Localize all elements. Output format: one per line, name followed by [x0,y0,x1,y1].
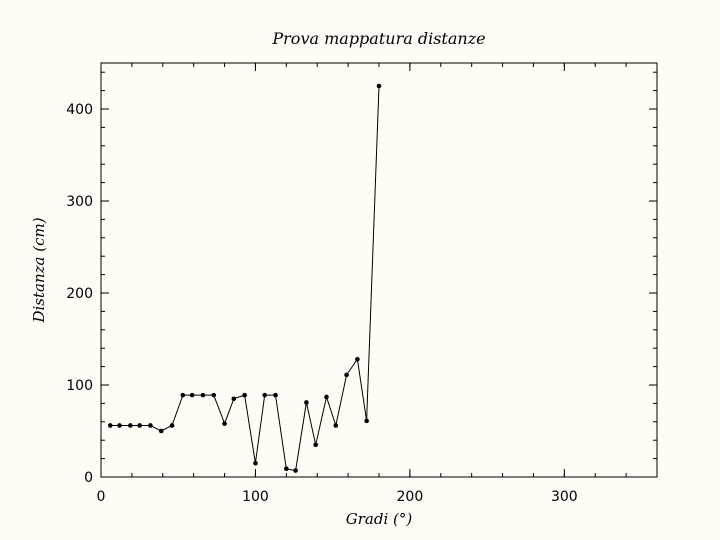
x-axis-label: Gradi (°) [346,510,413,528]
data-point [189,392,195,398]
data-point [304,400,309,405]
data-point [273,392,278,398]
data-point [200,392,206,398]
data-point [148,423,153,428]
data-point [324,394,329,400]
data-point [211,392,217,398]
data-point [128,423,133,428]
data-points [107,83,382,473]
data-point [284,466,289,472]
tick-labels: 0 100 200 300 0 100 200 300 400 [66,102,577,505]
y-tick-label: 0 [84,470,93,486]
data-point [222,421,227,426]
data-point [137,423,142,428]
x-tick-label: 100 [242,489,269,505]
data-point [364,418,369,424]
data-point [313,442,318,448]
data-point [231,396,237,402]
data-point [376,83,382,89]
chart-title: Prova mappatura distanze [271,29,485,48]
data-point [169,423,175,428]
data-point [117,423,122,428]
data-point [180,392,186,398]
y-tick-label: 100 [66,378,93,394]
x-tick-label: 0 [97,489,106,505]
data-point [344,372,349,378]
data-point [253,460,258,466]
y-tick-label: 200 [66,286,93,302]
data-point [262,392,268,398]
data-point [158,428,164,434]
series-line [110,85,380,472]
data-point [355,356,360,362]
x-tick-label: 300 [551,489,578,505]
data-point [242,392,247,398]
plot-area [100,62,658,478]
data-point [107,423,113,428]
data-point [333,423,339,428]
y-tick-label: 300 [66,194,93,210]
x-tick-label: 200 [397,489,424,505]
y-axis-label: Distanza (cm) [30,217,48,323]
data-point [293,468,298,473]
y-tick-label: 400 [66,102,93,118]
axis-ticks [100,63,658,478]
